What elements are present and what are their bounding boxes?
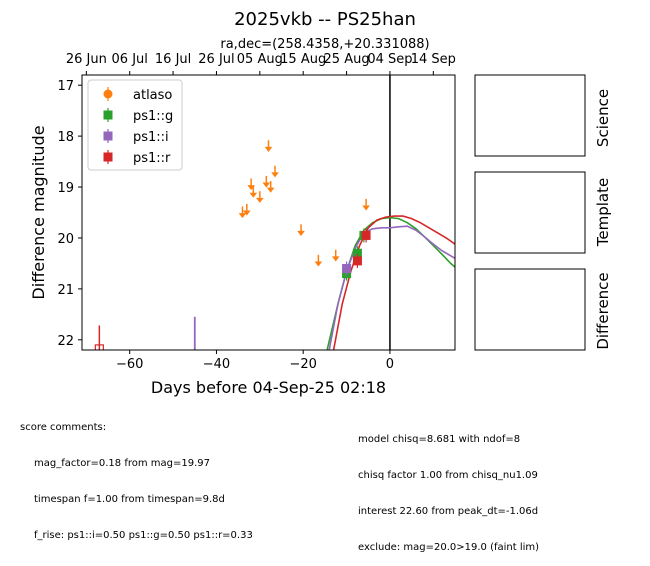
template-label: Template — [594, 178, 612, 247]
limit-arrow-head-atlaso — [262, 182, 271, 188]
legend-frame — [87, 79, 183, 171]
chart-subtitle: ra,dec=(258.4358,+20.331088) — [220, 37, 429, 52]
x-axis-label: Days before 04-Sep-25 02:18 — [151, 378, 386, 397]
difference-label: Difference — [594, 272, 612, 349]
score-comments: score comments: mag_factor=0.18 from mag… — [20, 398, 253, 554]
x-tick-label: 0 — [386, 357, 394, 372]
model-curve-i — [328, 225, 455, 350]
limit-arrow-head-atlaso — [249, 192, 258, 198]
top-tick-label: 15 Aug — [280, 52, 326, 67]
model-curve-r — [332, 215, 455, 350]
limit-arrow-head-atlaso — [362, 205, 370, 211]
point-g — [352, 248, 362, 258]
legend-marker-r — [103, 152, 113, 162]
limit-arrow-head-atlaso — [238, 213, 247, 219]
x-tick-label: −20 — [289, 357, 316, 372]
model-curve-g — [326, 216, 455, 350]
legend-label-r: ps1::r — [133, 151, 171, 166]
top-tick-label: 26 Jul — [198, 52, 234, 67]
science-label: Science — [594, 89, 612, 147]
light-curve-figure: 2025vkb -- PS25han ra,dec=(258.4358,+20.… — [29, 9, 612, 397]
early-limit-marker — [94, 344, 104, 350]
difference-panel: Difference — [474, 268, 612, 351]
top-tick-label: 16 Jul — [155, 52, 191, 67]
model-comment-line: interest 22.60 from peak_dt=-1.06d — [358, 506, 539, 517]
model-comment-line: chisq factor 1.00 from chisq_nu1.09 — [358, 470, 538, 481]
score-comments-header: score comments: — [20, 422, 107, 433]
top-tick-label: 05 Aug — [237, 52, 283, 67]
model-comment-line: exclude: mag=20.0>19.0 (faint lim) — [358, 542, 540, 553]
score-comment-line: f_rise: ps1::i=0.50 ps1::g=0.50 ps1::r=0… — [34, 530, 253, 541]
y-tick-label: 21 — [57, 283, 74, 298]
legend-label-g: ps1::g — [133, 109, 173, 124]
top-tick-label: 26 Jun — [66, 52, 107, 67]
y-tick-label: 17 — [57, 79, 74, 94]
y-tick-label: 22 — [57, 334, 74, 349]
legend-label-atlaso: atlaso — [133, 88, 172, 103]
limit-arrow-head-atlaso — [331, 256, 340, 262]
plot-frame — [81, 74, 456, 351]
x-tick-label: −40 — [203, 357, 230, 372]
y-tick-label: 18 — [57, 130, 74, 145]
science-panel: Science — [474, 74, 612, 157]
y-tick-label: 19 — [57, 181, 74, 196]
top-tick-label: 04 Sep — [367, 52, 412, 67]
top-tick-label: 14 Sep — [411, 52, 456, 67]
top-tick-label: 06 Jul — [112, 52, 148, 67]
limit-arrow-head-atlaso — [266, 187, 275, 193]
y-tick-label: 20 — [57, 232, 74, 247]
limit-arrow-head-atlaso — [271, 172, 279, 178]
limit-arrow-head-atlaso — [256, 197, 264, 203]
x-tick-label: −60 — [116, 357, 143, 372]
plot-area: −60 −40 −20 0 17 18 19 20 21 22 26 Jun 06 Jul 16 Jul… — [29, 52, 456, 397]
point-i — [342, 264, 352, 274]
limit-arrow-head-atlaso — [243, 210, 251, 216]
limit-arrow-head-atlaso — [297, 230, 305, 236]
y-axis-label: Difference magnitude — [29, 125, 48, 299]
model-comment-line: model chisq=8.681 with ndof=8 — [358, 434, 521, 445]
data-layer — [94, 75, 455, 350]
legend-label-i: ps1::i — [133, 130, 169, 145]
point-r — [352, 256, 362, 266]
score-comment-line: mag_factor=0.18 from mag=19.97 — [34, 458, 211, 469]
model-comments: model chisq=8.681 with ndof=8 chisq fact… — [358, 410, 539, 566]
limit-arrow-head-atlaso — [314, 261, 323, 267]
chart-title: 2025vkb -- PS25han — [234, 9, 416, 30]
template-panel: Template — [474, 171, 612, 254]
legend-marker-atlaso — [103, 89, 113, 99]
point-r — [361, 230, 371, 240]
legend-marker-i — [103, 131, 113, 141]
legend-marker-g — [103, 110, 113, 120]
limit-arrow-head-atlaso — [264, 146, 273, 152]
top-tick-label: 25 Aug — [324, 52, 370, 67]
score-comment-line: timespan f=1.00 from timespan=9.8d — [34, 494, 225, 505]
